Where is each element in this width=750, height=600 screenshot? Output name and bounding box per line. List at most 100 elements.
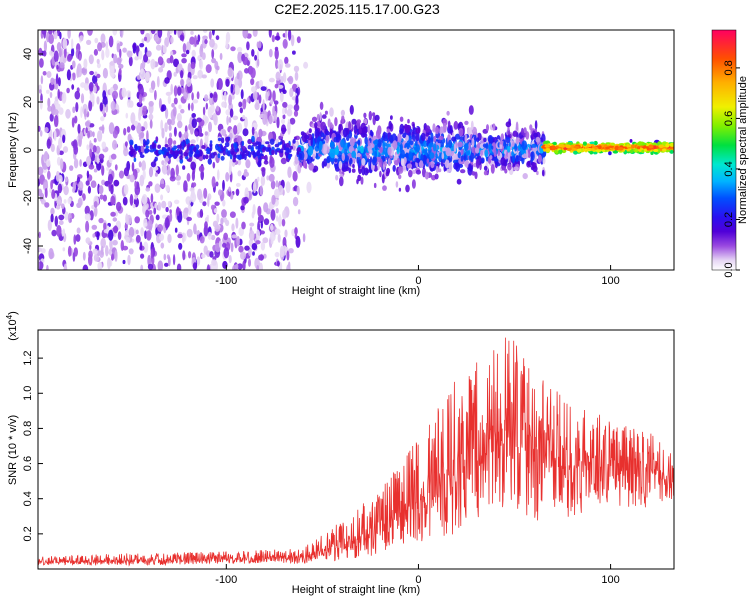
heat-cell [215,35,220,41]
heat-cell [173,126,177,137]
heat-cell [58,220,64,226]
heat-cell [324,110,328,115]
heat-cell [112,30,118,36]
heat-cell [190,192,197,203]
heat-cell [320,121,327,131]
heat-cell [146,230,152,241]
heat-cell [228,116,232,123]
heat-cell [276,116,280,129]
heat-cell [88,54,94,65]
heat-cell [78,53,82,61]
heat-cell [334,117,338,127]
heat-cell [329,131,332,138]
heat-cell [180,108,185,114]
heat-cell [294,71,299,81]
heat-cell [232,264,238,270]
heat-cell [153,207,157,215]
heat-cell [241,140,245,147]
heat-cell [97,130,103,142]
heat-cell [56,42,62,52]
heat-cell [209,153,212,161]
heat-cell [197,69,203,79]
heat-cell [119,48,122,58]
heat-cell [262,113,268,125]
heat-cell [235,217,239,229]
heat-cell [238,245,244,253]
heat-cell [265,91,269,102]
heat-cell [66,87,70,94]
heat-cell [360,145,364,154]
heat-cell [127,254,131,266]
heat-cell [381,173,385,184]
heat-cell [71,47,75,57]
heat-cell [302,159,307,169]
heat-cell [82,264,89,270]
heat-cell [234,84,240,96]
heat-cell [441,152,445,160]
heat-cell [641,149,645,154]
heat-cell [286,264,291,270]
heat-cell [229,159,232,171]
heat-cell [349,104,354,115]
heat-cell [243,171,250,177]
heat-cell [289,117,296,125]
heat-cell [61,92,67,104]
heat-cell [468,163,472,170]
heat-cell [139,241,143,251]
heat-cell [367,124,371,134]
heat-cell [89,143,94,149]
heat-cell [448,139,453,149]
heat-cell [143,139,146,144]
heat-cell [279,91,284,103]
heat-cell [237,170,242,177]
heat-cell [444,159,450,169]
heat-cell [154,172,158,177]
heat-cell [83,58,88,69]
heat-cell [181,146,185,150]
heat-cell [50,77,55,86]
heat-cell [282,72,287,83]
heat-cell [212,161,216,169]
heat-cell [275,207,279,214]
heat-cell [177,63,183,71]
heat-cell [204,131,208,136]
heat-cell [490,164,495,174]
heat-cell [236,148,240,152]
heat-cell [162,45,167,54]
heat-cell [190,139,196,144]
heat-cell [50,180,53,190]
heat-cell [387,158,391,166]
heat-cell [88,164,95,170]
heat-cell [73,158,79,169]
heat-cell [119,30,124,38]
heat-cell [112,239,118,246]
heat-cell [233,124,238,135]
snr-y-ticks: 0.2 0.4 0.6 0.8 1.0 1.2 [22,350,43,542]
heat-cell [112,90,118,100]
heat-cell [251,211,255,219]
heat-cell [229,211,236,218]
heat-cell [187,62,192,75]
heat-cell [307,145,314,156]
heat-cell [140,253,145,259]
heat-cell [105,245,109,257]
heat-cell [46,138,51,149]
heat-cell [302,233,306,243]
heat-cell [404,124,411,134]
heat-cell [268,115,273,125]
heat-cell [321,161,325,169]
heat-cell [56,64,59,70]
heat-cell [512,132,517,137]
heat-cell [138,161,142,168]
snr-panel: -100 0 100 0.2 0.4 0.6 0.8 1.0 1.2 Height of st… [5,311,675,596]
heat-cell [82,251,86,261]
heat-cell [268,173,275,182]
heat-cell [483,137,487,143]
heat-cell [150,80,156,90]
spectrogram-x-axis-label: Height of straight line (km) [292,285,420,297]
heat-cell [339,176,344,187]
heat-cell [285,147,290,154]
heat-cell [122,259,126,265]
heat-cell [133,228,137,236]
heat-cell [122,196,128,206]
